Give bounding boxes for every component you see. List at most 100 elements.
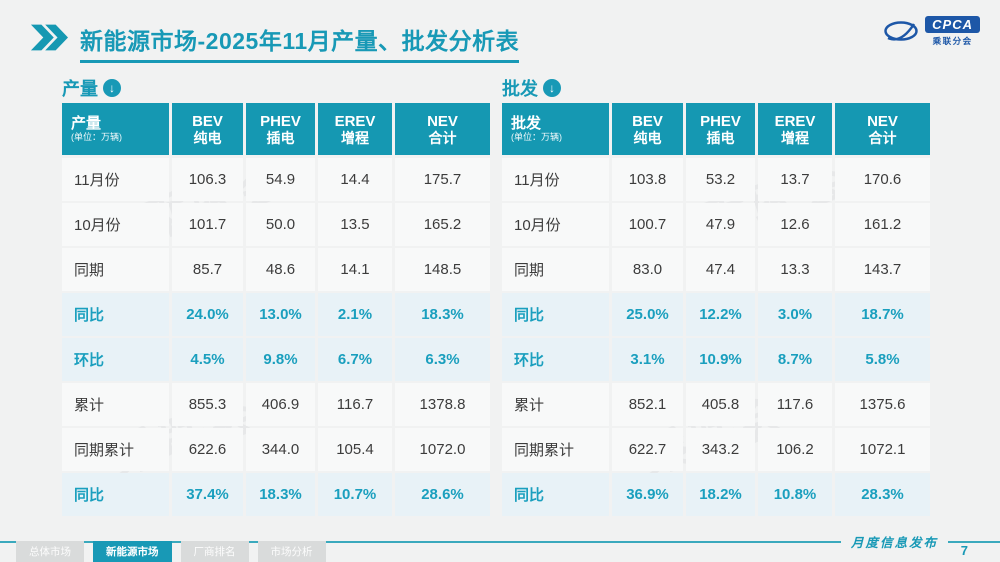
section-label: 产量 [62,79,98,99]
footer-tab[interactable]: 总体市场 [16,541,84,562]
table-row: 10月份 100.7 47.9 12.6 161.2 [502,203,930,246]
cell-value: 18.3% [246,473,315,516]
cell-value: 622.6 [172,428,243,471]
cell-value: 50.0 [246,203,315,246]
row-label: 环比 [62,338,169,381]
table-body: 11月份 103.8 53.2 13.7 170.6 10月份 100.7 47.9 12.6 1… [502,158,930,516]
cell-value: 10.8% [758,473,832,516]
column-header: BEV 纯电 [172,103,243,155]
cell-value: 83.0 [612,248,683,291]
row-label: 同比 [502,293,609,336]
cell-value: 406.9 [246,383,315,426]
cell-value: 37.4% [172,473,243,516]
table-row: 累计 855.3 406.9 116.7 1378.8 [62,383,490,426]
cell-value: 14.4 [318,158,392,201]
column-header: EREV 增程 [758,103,832,155]
cell-value: 852.1 [612,383,683,426]
footer-rule: 月度信息发布 [0,532,1000,551]
circle-down-arrow-icon: ↓ [103,79,121,97]
table-body: 11月份 106.3 54.9 14.4 175.7 10月份 101.7 50.0 13.5 1… [62,158,490,516]
corner-label: 产量 [71,114,102,132]
row-label: 10月份 [62,203,169,246]
row-label: 同比 [62,473,169,516]
footer-tab[interactable]: 厂商排名 [180,541,249,562]
row-label: 环比 [502,338,609,381]
table-row: 同期累计 622.6 344.0 105.4 1072.0 [62,428,490,471]
cell-value: 47.4 [686,248,755,291]
row-label: 同比 [62,293,169,336]
cell-value: 148.5 [395,248,490,291]
footer-tab[interactable]: 新能源市场 [93,541,172,562]
cpca-logo-subtitle: 乘联分会 [932,36,973,46]
table-row: 10月份 101.7 50.0 13.5 165.2 [62,203,490,246]
cell-value: 1072.0 [395,428,490,471]
cell-value: 1378.8 [395,383,490,426]
table-corner-header: 批发 (单位：万辆) [502,103,609,155]
section-header: 产量 ↓ [62,76,490,100]
cell-value: 53.2 [686,158,755,201]
cell-value: 36.9% [612,473,683,516]
table-corner-header: 产量 (单位：万辆) [62,103,169,155]
cell-value: 2.1% [318,293,392,336]
cell-value: 14.1 [318,248,392,291]
row-label: 同期累计 [62,428,169,471]
cell-value: 165.2 [395,203,490,246]
production-table: 产量 ↓ 产量 (单位：万辆) BEV 纯电 PHEV 插电 EREV 增程 NEV 合计 1… [62,76,490,516]
cell-value: 24.0% [172,293,243,336]
footer-rule-right [948,540,1000,543]
cell-value: 143.7 [835,248,930,291]
circle-down-arrow-icon: ↓ [543,79,561,97]
cell-value: 3.0% [758,293,832,336]
unit-note: (单位：万辆) [71,131,122,142]
cell-value: 343.2 [686,428,755,471]
cpca-logo-text: CPCA [925,16,980,33]
footer-tab-bar: 总体市场 新能源市场 厂商排名 市场分析 [16,541,326,562]
cell-value: 100.7 [612,203,683,246]
table-row: 同比 37.4% 18.3% 10.7% 28.6% [62,473,490,516]
cell-value: 116.7 [318,383,392,426]
row-label: 11月份 [502,158,609,201]
cpca-logo: CPCA 乘联分会 [883,16,980,47]
table-row: 11月份 103.8 53.2 13.7 170.6 [502,158,930,201]
cell-value: 622.7 [612,428,683,471]
column-header: PHEV 插电 [246,103,315,155]
column-header: PHEV 插电 [686,103,755,155]
cell-value: 855.3 [172,383,243,426]
cell-value: 85.7 [172,248,243,291]
column-header: NEV 合计 [835,103,930,155]
table-row: 同比 36.9% 18.2% 10.8% 28.3% [502,473,930,516]
cell-value: 13.7 [758,158,832,201]
row-label: 11月份 [62,158,169,201]
cell-value: 106.2 [758,428,832,471]
cell-value: 170.6 [835,158,930,201]
cell-value: 13.3 [758,248,832,291]
table-row: 同期累计 622.7 343.2 106.2 1072.1 [502,428,930,471]
cell-value: 28.3% [835,473,930,516]
cell-value: 13.5 [318,203,392,246]
footer-tab[interactable]: 市场分析 [257,541,326,562]
cell-value: 12.2% [686,293,755,336]
cell-value: 105.4 [318,428,392,471]
cell-value: 1072.1 [835,428,930,471]
cpca-ellipse-icon [883,19,919,45]
section-label: 批发 [502,79,538,99]
cell-value: 175.7 [395,158,490,201]
page-title: 新能源市场-2025年11月产量、批发分析表 [80,22,520,63]
cell-value: 13.0% [246,293,315,336]
table-row: 累计 852.1 405.8 117.6 1375.6 [502,383,930,426]
cell-value: 405.8 [686,383,755,426]
cell-value: 28.6% [395,473,490,516]
cell-value: 103.8 [612,158,683,201]
table-row: 环比 4.5% 9.8% 6.7% 6.3% [62,338,490,381]
table-header-row: 产量 (单位：万辆) BEV 纯电 PHEV 插电 EREV 增程 NEV 合计 [62,103,490,155]
cell-value: 117.6 [758,383,832,426]
double-chevron-right-icon [30,22,68,51]
wholesale-table: 批发 ↓ 批发 (单位：万辆) BEV 纯电 PHEV 插电 EREV 增程 NEV 合计 1… [502,76,930,516]
release-label: 月度信息发布 [850,536,938,550]
cell-value: 1375.6 [835,383,930,426]
cell-value: 18.2% [686,473,755,516]
cell-value: 5.8% [835,338,930,381]
cell-value: 6.7% [318,338,392,381]
cell-value: 12.6 [758,203,832,246]
